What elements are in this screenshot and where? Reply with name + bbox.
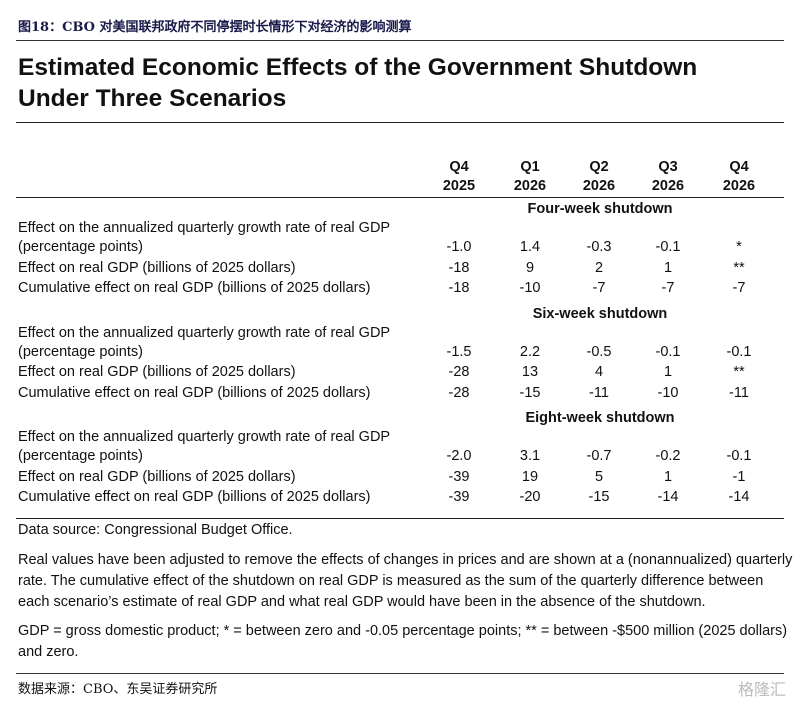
row-label: (percentage points) xyxy=(18,239,143,255)
section-title: Four-week shutdown xyxy=(527,201,673,217)
row-label: Effect on real GDP (billions of 2025 dol… xyxy=(18,364,296,380)
footer-rule xyxy=(16,673,784,674)
cell-value: -0.2 xyxy=(655,448,681,464)
cell-value: 1 xyxy=(663,259,673,276)
row-label: Effect on the annualized quarterly growt… xyxy=(18,429,391,445)
cell-value: -39 xyxy=(448,489,470,505)
cell-value: -1.5 xyxy=(446,343,472,360)
cell-value: -10 xyxy=(519,280,541,296)
column-quarter: Q3 xyxy=(658,159,678,175)
column-year: 2026 xyxy=(582,178,616,194)
cell-value: -28 xyxy=(448,364,470,380)
title-rule xyxy=(16,122,784,123)
cell-value: -15 xyxy=(519,384,541,401)
cell-value: -1 xyxy=(732,468,746,485)
row-label: Cumulative effect on real GDP (billions … xyxy=(18,280,371,296)
title: Estimated Economic Effects of the Govern… xyxy=(18,54,698,112)
column-quarter: Q4 xyxy=(449,159,469,175)
top-rule xyxy=(16,40,784,41)
cell-value: 9 xyxy=(525,259,535,276)
cell-value: -18 xyxy=(448,280,470,296)
cell-value: -7 xyxy=(592,280,606,296)
section-title: Eight-week shutdown xyxy=(525,410,675,426)
cell-value: -1.0 xyxy=(446,239,472,255)
row-label: Effect on the annualized quarterly growt… xyxy=(18,324,391,341)
row-label: Cumulative effect on real GDP (billions … xyxy=(18,489,371,505)
cell-value: -14 xyxy=(728,489,750,505)
figure-label: 图18：CBO 对美国联邦政府不同停摆时长情形下对经济的影响测算 xyxy=(18,20,412,35)
cell-value: -0.5 xyxy=(586,343,612,360)
cell-value: 13 xyxy=(521,364,539,380)
cell-value: -0.1 xyxy=(726,448,752,464)
cell-value: ** xyxy=(733,364,745,380)
cell-value: 5 xyxy=(594,468,604,485)
cell-value: ** xyxy=(733,259,745,276)
note: GDP = gross domestic product; * = betwee… xyxy=(18,623,788,660)
column-quarter: Q1 xyxy=(520,159,540,175)
cell-value: -11 xyxy=(589,384,609,401)
cell-value: -39 xyxy=(448,468,470,485)
cell-value: 4 xyxy=(594,364,604,380)
section-title: Six-week shutdown xyxy=(532,305,668,322)
row-label: Effect on the annualized quarterly growt… xyxy=(18,220,391,236)
cell-value: * xyxy=(736,239,742,255)
data-source: Data source: Congressional Budget Office… xyxy=(18,522,293,538)
cell-value: -7 xyxy=(661,280,675,296)
cell-value: -2.0 xyxy=(446,448,472,464)
cell-value: -28 xyxy=(448,384,470,401)
column-year: 2026 xyxy=(513,178,547,194)
cell-value: -11 xyxy=(729,384,749,401)
cell-value: -10 xyxy=(657,384,679,401)
cell-value: 2 xyxy=(594,259,604,276)
cell-value: -0.1 xyxy=(726,343,752,360)
cell-value: -0.1 xyxy=(655,343,681,360)
cell-value: -0.3 xyxy=(586,239,612,255)
column-quarter: Q2 xyxy=(589,159,609,175)
cell-value: 19 xyxy=(521,468,539,485)
cell-value: -18 xyxy=(448,259,470,276)
cell-value: -20 xyxy=(519,489,541,505)
cell-value: -0.7 xyxy=(586,448,612,464)
column-year: 2026 xyxy=(651,178,685,194)
cell-value: -15 xyxy=(588,489,610,505)
column-year: 2025 xyxy=(442,178,476,194)
row-label: (percentage points) xyxy=(18,343,143,360)
cell-value: -14 xyxy=(657,489,679,505)
cell-value: 1.4 xyxy=(519,239,541,255)
footer-source: 数据来源：CBO、东吴证券研究所 xyxy=(18,682,218,697)
cell-value: 2.2 xyxy=(519,343,541,360)
column-year: 2026 xyxy=(722,178,756,194)
header-rule xyxy=(16,197,784,198)
cell-value: -0.1 xyxy=(655,239,681,255)
cell-value: -7 xyxy=(732,280,746,296)
column-quarter: Q4 xyxy=(729,159,749,175)
cell-value: 1 xyxy=(663,468,673,485)
row-label: (percentage points) xyxy=(18,448,143,464)
note: Real values have been adjusted to remove… xyxy=(18,552,793,610)
table-bottom-rule xyxy=(16,518,784,519)
row-label: Effect on real GDP (billions of 2025 dol… xyxy=(18,259,296,276)
row-label: Effect on real GDP (billions of 2025 dol… xyxy=(18,468,296,485)
cell-value: 1 xyxy=(663,364,673,380)
row-label: Cumulative effect on real GDP (billions … xyxy=(18,384,371,401)
watermark: 格隆汇 xyxy=(738,680,787,699)
cell-value: 3.1 xyxy=(519,448,541,464)
